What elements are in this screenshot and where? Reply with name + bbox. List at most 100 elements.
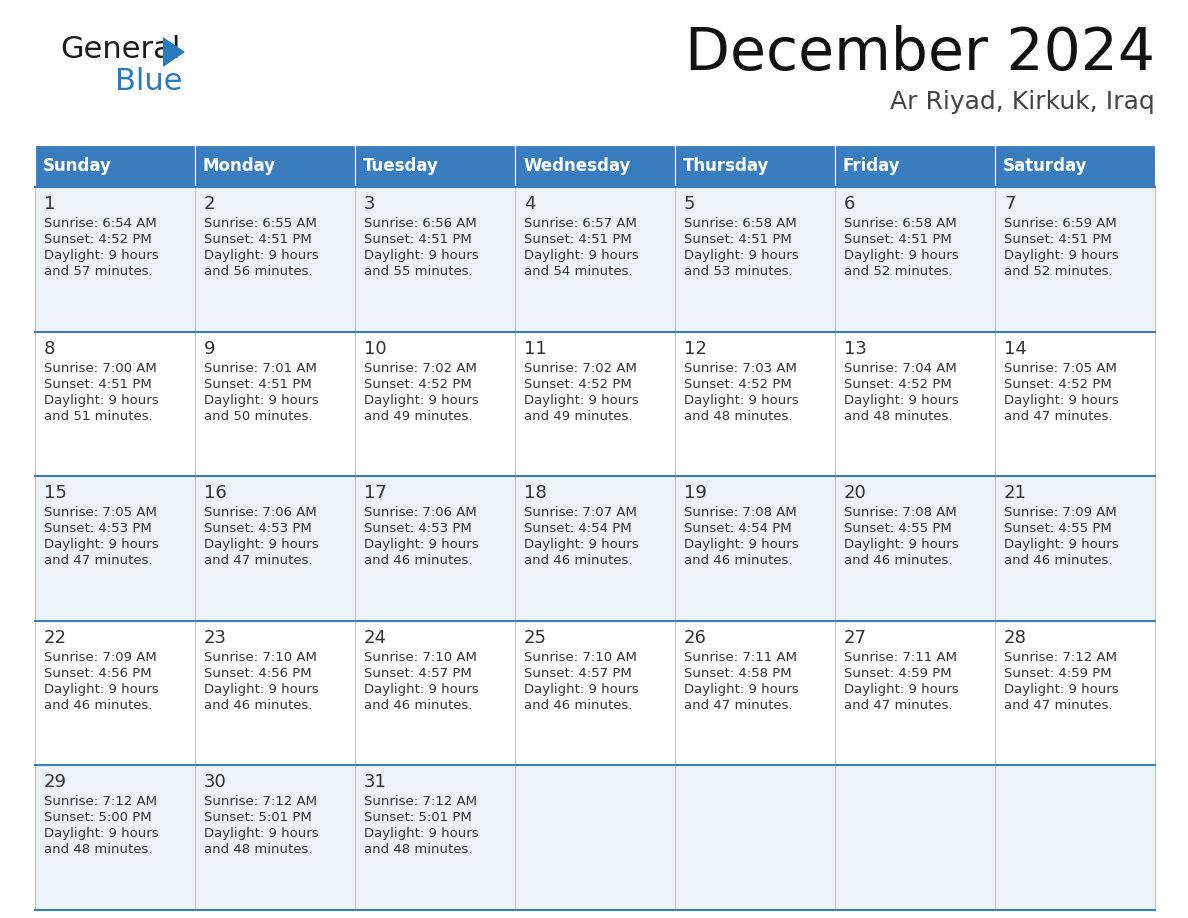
- Text: and 48 minutes.: and 48 minutes.: [684, 409, 792, 422]
- Text: 15: 15: [44, 484, 67, 502]
- Text: 3: 3: [364, 195, 375, 213]
- Text: Sunset: 4:51 PM: Sunset: 4:51 PM: [843, 233, 952, 246]
- Text: Sunrise: 7:09 AM: Sunrise: 7:09 AM: [44, 651, 157, 664]
- Text: and 47 minutes.: and 47 minutes.: [684, 699, 792, 711]
- Text: and 46 minutes.: and 46 minutes.: [1004, 554, 1112, 567]
- Text: and 47 minutes.: and 47 minutes.: [44, 554, 152, 567]
- Text: and 46 minutes.: and 46 minutes.: [44, 699, 152, 711]
- Text: Sunrise: 7:06 AM: Sunrise: 7:06 AM: [364, 506, 476, 520]
- Text: Daylight: 9 hours: Daylight: 9 hours: [364, 249, 479, 262]
- Text: Daylight: 9 hours: Daylight: 9 hours: [524, 394, 639, 407]
- Text: Daylight: 9 hours: Daylight: 9 hours: [524, 249, 639, 262]
- Text: Daylight: 9 hours: Daylight: 9 hours: [1004, 249, 1119, 262]
- Text: Sunset: 4:56 PM: Sunset: 4:56 PM: [204, 666, 311, 680]
- Text: 4: 4: [524, 195, 536, 213]
- Text: 2: 2: [204, 195, 215, 213]
- Text: Sunrise: 7:02 AM: Sunrise: 7:02 AM: [364, 362, 476, 375]
- Text: Daylight: 9 hours: Daylight: 9 hours: [44, 827, 159, 840]
- Text: and 48 minutes.: and 48 minutes.: [843, 409, 953, 422]
- Text: Wednesday: Wednesday: [523, 157, 631, 175]
- Text: 14: 14: [1004, 340, 1026, 358]
- Text: Daylight: 9 hours: Daylight: 9 hours: [364, 394, 479, 407]
- Text: Sunset: 4:51 PM: Sunset: 4:51 PM: [524, 233, 632, 246]
- Text: Daylight: 9 hours: Daylight: 9 hours: [843, 394, 959, 407]
- Text: Sunday: Sunday: [43, 157, 112, 175]
- Text: 28: 28: [1004, 629, 1026, 647]
- Text: Sunset: 4:52 PM: Sunset: 4:52 PM: [843, 377, 952, 390]
- Text: 5: 5: [684, 195, 695, 213]
- Text: Sunset: 4:57 PM: Sunset: 4:57 PM: [364, 666, 472, 680]
- Text: Daylight: 9 hours: Daylight: 9 hours: [364, 538, 479, 551]
- Text: Sunset: 4:51 PM: Sunset: 4:51 PM: [684, 233, 791, 246]
- Text: Daylight: 9 hours: Daylight: 9 hours: [364, 827, 479, 840]
- Text: 24: 24: [364, 629, 387, 647]
- Text: and 51 minutes.: and 51 minutes.: [44, 409, 153, 422]
- Bar: [34, 331, 1155, 476]
- Text: 7: 7: [1004, 195, 1016, 213]
- Text: 31: 31: [364, 773, 387, 791]
- Text: Sunset: 4:55 PM: Sunset: 4:55 PM: [1004, 522, 1112, 535]
- Bar: [34, 621, 1155, 766]
- Text: Sunrise: 7:08 AM: Sunrise: 7:08 AM: [843, 506, 956, 520]
- Text: 19: 19: [684, 484, 707, 502]
- Text: Ar Riyad, Kirkuk, Iraq: Ar Riyad, Kirkuk, Iraq: [890, 90, 1155, 114]
- Text: and 47 minutes.: and 47 minutes.: [1004, 699, 1113, 711]
- Text: Daylight: 9 hours: Daylight: 9 hours: [204, 683, 318, 696]
- Text: Sunrise: 7:11 AM: Sunrise: 7:11 AM: [684, 651, 797, 664]
- Text: Sunrise: 7:11 AM: Sunrise: 7:11 AM: [843, 651, 958, 664]
- Text: Sunrise: 6:58 AM: Sunrise: 6:58 AM: [843, 217, 956, 230]
- Text: Sunrise: 6:54 AM: Sunrise: 6:54 AM: [44, 217, 157, 230]
- Text: 20: 20: [843, 484, 867, 502]
- Text: Sunrise: 7:12 AM: Sunrise: 7:12 AM: [204, 795, 317, 809]
- Text: Daylight: 9 hours: Daylight: 9 hours: [843, 683, 959, 696]
- Text: Sunset: 4:54 PM: Sunset: 4:54 PM: [524, 522, 632, 535]
- Bar: [675, 145, 835, 187]
- Text: and 52 minutes.: and 52 minutes.: [1004, 265, 1113, 278]
- Text: and 46 minutes.: and 46 minutes.: [524, 554, 632, 567]
- Text: Sunrise: 7:08 AM: Sunrise: 7:08 AM: [684, 506, 797, 520]
- Text: Sunrise: 7:05 AM: Sunrise: 7:05 AM: [1004, 362, 1117, 375]
- Text: 13: 13: [843, 340, 867, 358]
- Text: and 48 minutes.: and 48 minutes.: [204, 844, 312, 856]
- Text: Sunrise: 6:58 AM: Sunrise: 6:58 AM: [684, 217, 797, 230]
- Text: Sunrise: 7:10 AM: Sunrise: 7:10 AM: [364, 651, 476, 664]
- Bar: [34, 476, 1155, 621]
- Text: 27: 27: [843, 629, 867, 647]
- Text: Daylight: 9 hours: Daylight: 9 hours: [684, 538, 798, 551]
- Bar: [34, 766, 1155, 910]
- Text: Sunset: 4:51 PM: Sunset: 4:51 PM: [44, 377, 152, 390]
- Text: Sunrise: 7:06 AM: Sunrise: 7:06 AM: [204, 506, 317, 520]
- Text: Daylight: 9 hours: Daylight: 9 hours: [44, 249, 159, 262]
- Text: Daylight: 9 hours: Daylight: 9 hours: [1004, 538, 1119, 551]
- Text: Daylight: 9 hours: Daylight: 9 hours: [843, 538, 959, 551]
- Text: 8: 8: [44, 340, 56, 358]
- Text: and 47 minutes.: and 47 minutes.: [1004, 409, 1113, 422]
- Text: Daylight: 9 hours: Daylight: 9 hours: [364, 683, 479, 696]
- Text: Daylight: 9 hours: Daylight: 9 hours: [524, 683, 639, 696]
- Text: Sunrise: 7:00 AM: Sunrise: 7:00 AM: [44, 362, 157, 375]
- Text: and 46 minutes.: and 46 minutes.: [364, 699, 473, 711]
- Text: Monday: Monday: [203, 157, 276, 175]
- Text: Sunset: 4:52 PM: Sunset: 4:52 PM: [1004, 377, 1112, 390]
- Text: Sunrise: 6:57 AM: Sunrise: 6:57 AM: [524, 217, 637, 230]
- Text: Thursday: Thursday: [683, 157, 770, 175]
- Text: Sunset: 4:59 PM: Sunset: 4:59 PM: [1004, 666, 1112, 680]
- Text: 29: 29: [44, 773, 67, 791]
- Text: Sunrise: 7:02 AM: Sunrise: 7:02 AM: [524, 362, 637, 375]
- Text: Sunset: 4:52 PM: Sunset: 4:52 PM: [524, 377, 632, 390]
- Text: Daylight: 9 hours: Daylight: 9 hours: [684, 249, 798, 262]
- Text: Daylight: 9 hours: Daylight: 9 hours: [524, 538, 639, 551]
- Text: and 47 minutes.: and 47 minutes.: [204, 554, 312, 567]
- Text: Daylight: 9 hours: Daylight: 9 hours: [684, 683, 798, 696]
- Bar: [195, 145, 355, 187]
- Text: and 49 minutes.: and 49 minutes.: [524, 409, 632, 422]
- Text: Friday: Friday: [843, 157, 901, 175]
- Text: and 46 minutes.: and 46 minutes.: [204, 699, 312, 711]
- Text: Sunset: 4:51 PM: Sunset: 4:51 PM: [204, 233, 311, 246]
- Text: and 46 minutes.: and 46 minutes.: [684, 554, 792, 567]
- Text: 30: 30: [204, 773, 227, 791]
- Text: and 48 minutes.: and 48 minutes.: [44, 844, 152, 856]
- Text: Sunset: 4:51 PM: Sunset: 4:51 PM: [364, 233, 472, 246]
- Text: Sunset: 4:53 PM: Sunset: 4:53 PM: [44, 522, 152, 535]
- Text: 1: 1: [44, 195, 56, 213]
